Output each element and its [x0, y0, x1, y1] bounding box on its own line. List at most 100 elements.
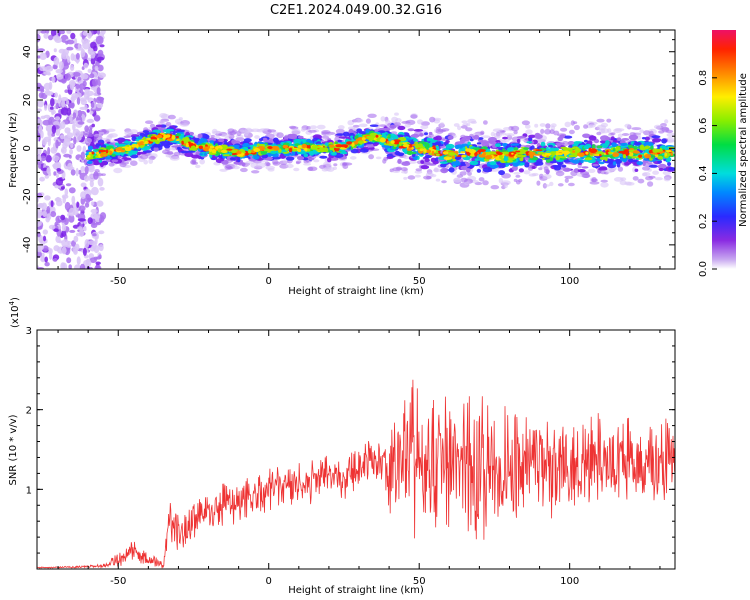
spectrogram-ridge-cell — [580, 159, 584, 164]
spectrogram-noise-cell — [54, 116, 61, 121]
spectrogram-ridge-cell — [400, 167, 408, 172]
spectrogram-ridge-cell — [282, 144, 289, 149]
spectrogram-ridge-cell — [311, 144, 319, 149]
spectrogram-noise-cell — [51, 125, 57, 134]
snr-scale-close: ) — [10, 297, 21, 301]
spectrogram-ridge-cell — [474, 158, 480, 162]
spectrogram-ridge-cell — [546, 146, 549, 152]
spectrogram-ridge-cell — [292, 148, 298, 152]
spectrogram-ridge-cell — [413, 138, 418, 142]
spectrogram-noise-cell — [48, 224, 56, 230]
spectrogram-ridge-cell — [145, 120, 154, 124]
spectrogram-ridge-cell — [164, 147, 171, 152]
spectrogram-ridge-cell — [392, 135, 399, 140]
spectrogram-ridge-cell — [549, 181, 554, 187]
spectrogram-ridge-cell — [591, 177, 597, 183]
spectrogram-ridge-cell — [666, 136, 675, 143]
spectrogram-ridge-cell — [460, 125, 468, 129]
spectrogram-noise-cell — [66, 132, 74, 139]
spectrogram-ridge-cell — [631, 127, 642, 131]
spectrogram-ridge-cell — [453, 178, 462, 183]
spectrogram-ridge-cell — [354, 118, 364, 123]
spectrogram-noise-cell — [45, 91, 54, 96]
spectrogram-ridge-cell — [375, 134, 379, 138]
spectrogram-noise-cell — [39, 52, 47, 61]
spectrogram-frame — [36, 29, 676, 270]
spectrogram-ridge-cell — [612, 161, 617, 166]
spectrogram-ridge-cell — [644, 149, 650, 153]
spectrogram-ridge-cell — [476, 142, 482, 145]
spectrogram-noise-cell — [87, 217, 93, 225]
spectrogram-ridge-cell — [513, 130, 518, 135]
spectrogram-ridge-cell — [596, 145, 603, 149]
spectrogram-noise-cell — [84, 202, 90, 208]
spectrogram-ridge-cell — [634, 168, 639, 172]
spectrogram-ridge-cell — [448, 167, 455, 173]
spectrogram-ridge-cell — [445, 140, 450, 143]
spectrogram-ridge-cell — [647, 181, 654, 187]
spectrogram-noise-cell — [90, 208, 98, 214]
spectrogram-ridge-cell — [142, 150, 153, 153]
spectrogram-ridge-cell — [308, 129, 317, 133]
spectrogram-ridge-cell — [403, 176, 408, 180]
spectrogram-noise-cell — [66, 46, 74, 51]
spectrogram-ridge-cell — [564, 121, 571, 128]
spectrogram-ridge-cell — [620, 177, 627, 182]
spectrogram-noise-cell — [68, 264, 72, 269]
spectrogram-noise-cell — [99, 96, 104, 105]
spectrogram-noise-cell — [41, 138, 48, 146]
spectrogram-ridge-cell — [439, 122, 445, 127]
spectrogram-ridge-cell — [175, 139, 180, 141]
spectrogram-ridge-cell — [557, 183, 564, 187]
spectrogram-ridge-cell — [123, 141, 132, 144]
spectrogram-ridge-cell — [653, 124, 662, 129]
spectrogram-ridge-cell — [441, 180, 447, 184]
spectrogram-ridge-cell — [327, 157, 332, 163]
spectrogram-ridge-cell — [484, 154, 493, 160]
spectrogram-noise-cell — [43, 114, 51, 119]
spectrogram-ridge-cell — [544, 128, 552, 135]
spectrogram-ridge-cell — [588, 148, 598, 154]
spectrogram-noise-cell — [92, 78, 98, 87]
spectrogram-noise-cell — [96, 87, 101, 95]
spectrogram-noise-cell — [53, 228, 59, 232]
spectrogram-ridge-cell — [319, 147, 327, 153]
spectrogram-ridge-cell — [523, 147, 530, 150]
spectrogram-noise-cell — [86, 95, 90, 100]
colorbar-tick-label: 0.4 — [698, 165, 709, 181]
spectrogram-ridge-cell — [198, 145, 203, 150]
spectrogram-ridge-cell — [530, 145, 535, 150]
spectrogram-ridge-cell — [525, 129, 533, 135]
spectrogram-noise-cell — [60, 149, 65, 153]
spectrogram-noise-cell — [80, 131, 84, 138]
spectrogram-ridge-cell — [420, 124, 429, 130]
spectrogram-ridge-cell — [612, 143, 618, 147]
spectrogram-noise-cell — [42, 229, 48, 235]
spectrogram-ridge-cell — [256, 162, 267, 168]
spectrogram-ridge-cell — [443, 156, 452, 161]
snr-y-tick-label: 2 — [26, 406, 32, 417]
spectrogram-noise-cell — [93, 114, 101, 122]
spectrogram-ridge-cell — [469, 160, 479, 166]
spectrogram-y-tick-label: 0 — [22, 145, 33, 151]
spectrogram-noise-cell — [69, 229, 76, 233]
spectrogram-noise-cell — [84, 104, 88, 111]
spectrogram-ridge-cell — [442, 151, 449, 155]
spectrogram-ridge-cell — [604, 155, 613, 158]
spectrogram-ridge-cell — [420, 121, 430, 126]
spectrogram-ridge-cell — [180, 150, 189, 154]
spectrogram-noise-cell — [53, 48, 57, 53]
spectrogram-ridge-cell — [273, 137, 279, 143]
spectrogram-noise-cell — [70, 95, 77, 101]
spectrogram-ridge-cell — [165, 121, 172, 127]
spectrogram-ridge-cell — [287, 133, 295, 139]
spectrogram-ridge-cell — [307, 144, 311, 149]
spectrogram-ridge-cell — [599, 154, 602, 157]
spectrogram-ridge-cell — [531, 166, 536, 169]
spectrogram-ridge-cell — [91, 151, 95, 155]
spectrogram-ridge-cell — [253, 155, 260, 160]
spectrogram-ridge-cell — [492, 128, 503, 132]
spectrogram-ridge-cell — [511, 165, 518, 171]
spectrogram-ridge-cell — [654, 177, 663, 181]
spectrogram-noise-cell — [37, 118, 43, 128]
